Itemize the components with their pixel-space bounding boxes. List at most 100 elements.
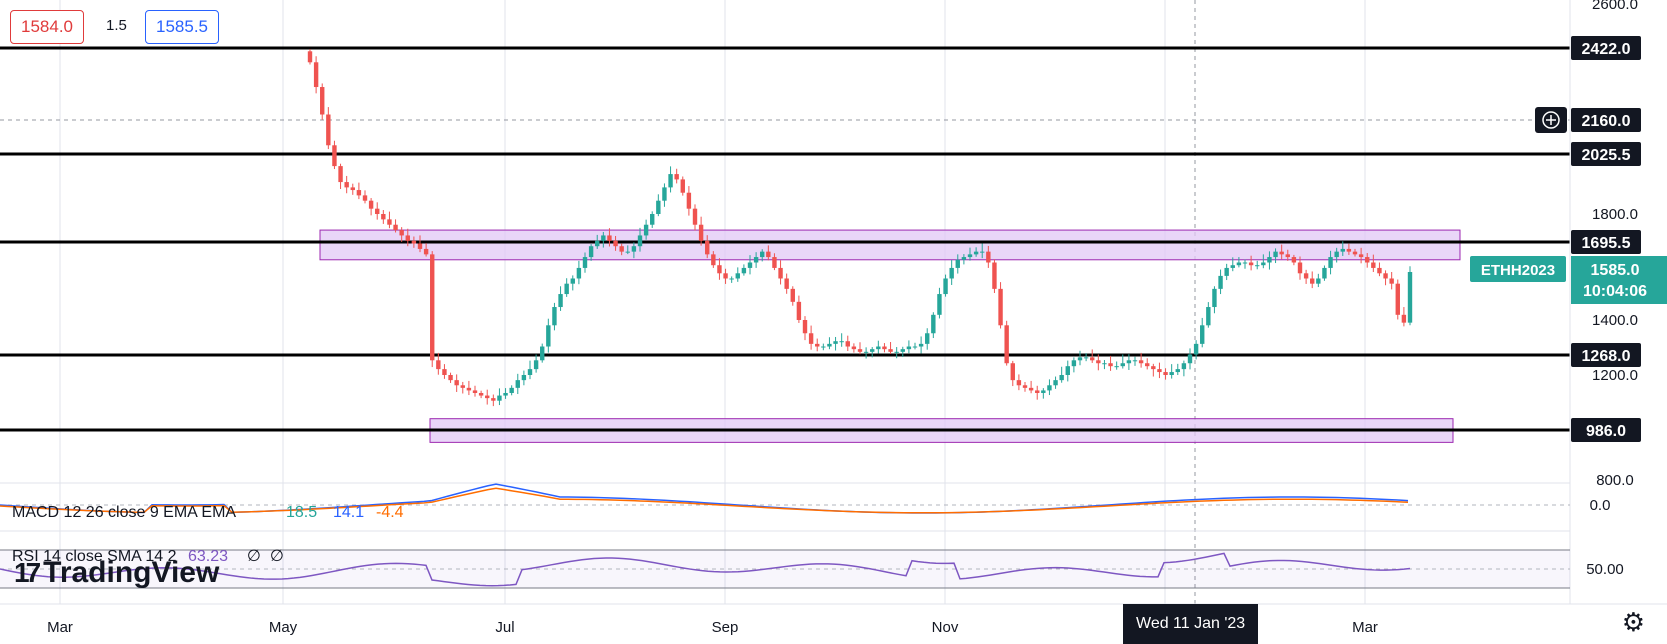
candle-body xyxy=(1145,363,1150,367)
candle-body xyxy=(961,257,967,260)
candle-body xyxy=(900,349,905,352)
candle-body xyxy=(1206,307,1211,326)
price-axis-tick: 2600.0 xyxy=(1592,0,1638,13)
candle-body xyxy=(1248,262,1254,266)
candle-body xyxy=(326,114,331,146)
candle-body xyxy=(1279,251,1284,255)
candle-body xyxy=(845,341,850,347)
candle-body xyxy=(1138,360,1144,364)
candle-body xyxy=(674,174,679,180)
tradingview-wordmark: TradingView xyxy=(43,556,220,589)
candle-body xyxy=(650,214,655,225)
candle-body xyxy=(466,387,472,391)
level-price-label-bg xyxy=(1571,230,1641,254)
time-axis-label: May xyxy=(269,619,298,636)
candle-body xyxy=(955,259,960,268)
time-axis-label: Mar xyxy=(47,619,73,636)
candle-body xyxy=(631,246,637,252)
candle-body xyxy=(1083,357,1089,359)
candle-body xyxy=(662,187,667,201)
candle-body xyxy=(772,257,777,268)
candle-body xyxy=(1346,248,1352,252)
candle-body xyxy=(1187,354,1193,364)
candle-body xyxy=(894,351,899,353)
candle-body xyxy=(1224,267,1229,276)
candle-body xyxy=(399,230,404,236)
candle-body xyxy=(998,288,1003,326)
candle-body xyxy=(1041,390,1046,393)
level-price-label-bg xyxy=(1571,343,1641,367)
candle-body xyxy=(356,190,362,196)
candle-body xyxy=(863,351,869,353)
tradingview-mark-icon: 17 xyxy=(14,557,41,588)
candle-body xyxy=(992,262,997,289)
candle-body xyxy=(698,224,704,241)
candle-body xyxy=(601,235,606,241)
candle-body xyxy=(564,283,569,295)
candle-body xyxy=(595,240,600,247)
candle-body xyxy=(527,369,533,375)
bid-price-box[interactable]: 1584.0 xyxy=(10,10,84,44)
signal-value: 14.1 xyxy=(333,504,364,521)
candle-body xyxy=(1383,273,1388,279)
candle-body xyxy=(540,346,545,361)
candle-body xyxy=(1407,272,1413,323)
candle-body xyxy=(1010,363,1015,381)
candle-body xyxy=(1102,363,1107,365)
candle-body xyxy=(1200,325,1205,344)
ask-price-box[interactable]: 1585.5 xyxy=(145,10,219,44)
candle-body xyxy=(1340,248,1345,252)
candle-body xyxy=(821,346,826,348)
candle-body xyxy=(686,192,692,209)
candle-body xyxy=(949,267,954,279)
macd-label: MACD 12 26 close 9 EMA EMA xyxy=(12,504,236,521)
candle-body xyxy=(436,360,441,370)
candle-body xyxy=(478,392,484,396)
candle-body xyxy=(1316,278,1321,284)
candle-body xyxy=(1230,265,1235,268)
candle-body xyxy=(344,182,349,188)
candle-body xyxy=(796,301,802,320)
level-price-label-bg xyxy=(1571,36,1641,60)
candle-body xyxy=(906,346,912,350)
candle-body xyxy=(1028,387,1034,391)
bar-countdown: 10:04:06 xyxy=(1583,283,1647,300)
candle-body xyxy=(1242,262,1248,264)
candle-body xyxy=(625,251,630,253)
candle-body xyxy=(320,87,325,115)
candle-body xyxy=(1322,267,1327,279)
candle-body xyxy=(558,294,563,308)
candle-body xyxy=(986,251,991,263)
candle-body xyxy=(735,273,740,279)
rsi-level-tick: 50.00 xyxy=(1586,561,1624,578)
candle-body xyxy=(417,243,423,249)
candle-body xyxy=(607,235,612,241)
candle-body xyxy=(931,314,936,334)
rsi-extra-1: ∅ xyxy=(247,548,261,565)
settings-gear-icon[interactable]: ⚙ xyxy=(1621,607,1645,637)
candle-body xyxy=(692,208,698,225)
candle-body xyxy=(1004,325,1009,364)
candle-body xyxy=(1065,366,1070,375)
symbol-label: ETHH2023 xyxy=(1481,262,1555,279)
candle-body xyxy=(967,254,973,258)
candle-body xyxy=(1126,360,1132,364)
candle-body xyxy=(741,267,747,274)
candle-body xyxy=(1071,360,1077,367)
candle-body xyxy=(1090,357,1095,361)
candle-body xyxy=(442,369,447,375)
candle-body xyxy=(338,166,343,183)
last-price-label-bg xyxy=(1571,256,1667,304)
candle-body xyxy=(839,341,844,343)
time-axis-label: Nov xyxy=(932,619,959,636)
candle-body xyxy=(790,288,795,302)
candle-body xyxy=(362,195,368,201)
rsi-label: RSI 14 close SMA 14 2 xyxy=(12,548,177,565)
candle-body xyxy=(405,235,410,241)
candle-body xyxy=(668,174,673,188)
level-price-label-bg xyxy=(1571,418,1641,442)
candle-body xyxy=(1157,369,1162,373)
candle-body xyxy=(656,200,661,214)
time-axis-label: Jul xyxy=(495,619,514,636)
